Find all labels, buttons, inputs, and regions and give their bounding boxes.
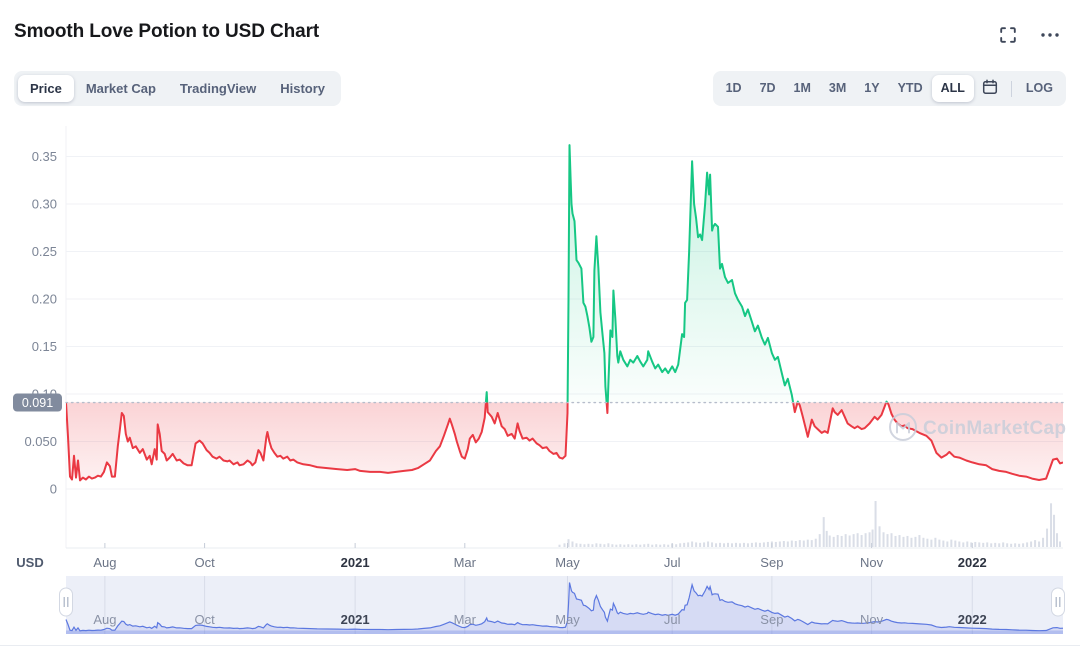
log-scale-button[interactable]: LOG <box>1017 75 1062 102</box>
more-button[interactable] <box>1040 27 1060 43</box>
y-axis-unit-label: USD <box>16 555 43 570</box>
svg-text:0: 0 <box>50 482 57 497</box>
svg-text:CoinMarketCap: CoinMarketCap <box>923 418 1066 439</box>
svg-text:2022: 2022 <box>958 555 987 570</box>
fullscreen-icon <box>1000 27 1016 43</box>
svg-text:Mar: Mar <box>454 555 477 570</box>
tab-price[interactable]: Price <box>18 75 74 102</box>
baseline-badge <box>13 393 62 412</box>
range-all[interactable]: ALL <box>931 75 974 102</box>
watermark: CoinMarketCap <box>889 413 1066 441</box>
header-actions <box>1000 27 1060 43</box>
tab-history[interactable]: History <box>268 75 337 102</box>
toolbar-divider <box>1010 80 1012 97</box>
svg-text:0.15: 0.15 <box>32 339 57 354</box>
svg-text:2021: 2021 <box>341 612 370 627</box>
svg-text:Jul: Jul <box>664 555 681 570</box>
nav-left-handle[interactable] <box>59 587 73 617</box>
range-controls: 1D 7D 1M 3M 1Y YTD ALL LOG <box>712 71 1066 106</box>
more-icon <box>1041 33 1059 37</box>
page-title: Smooth Love Potion to USD Chart <box>14 21 320 42</box>
svg-text:Jul: Jul <box>664 612 681 627</box>
range-1y[interactable]: 1Y <box>855 75 888 102</box>
svg-text:Oct: Oct <box>194 612 215 627</box>
navigator-line <box>65 582 1064 632</box>
range-7d[interactable]: 7D <box>751 75 785 102</box>
svg-text:0.050: 0.050 <box>24 434 57 449</box>
price-area-up <box>485 145 888 403</box>
svg-text:0.35: 0.35 <box>32 149 57 164</box>
navigator-track[interactable] <box>66 576 1063 634</box>
fullscreen-button[interactable] <box>1000 27 1016 43</box>
svg-text:Mar: Mar <box>454 612 477 627</box>
grid-lines <box>65 126 1063 549</box>
view-tabs: Price Market Cap TradingView History <box>14 71 342 106</box>
tab-market-cap[interactable]: Market Cap <box>74 75 168 102</box>
svg-text:2022: 2022 <box>958 612 987 627</box>
price-line-down <box>66 402 1063 482</box>
svg-text:Aug: Aug <box>93 555 116 570</box>
svg-text:0.25: 0.25 <box>32 244 57 259</box>
tab-tradingview[interactable]: TradingView <box>168 75 268 102</box>
x-axis-labels: Aug Oct 2021 Mar May Jul Sep Nov 2022 <box>93 543 987 570</box>
svg-text:0.30: 0.30 <box>32 197 57 212</box>
range-3m[interactable]: 3M <box>820 75 855 102</box>
range-ytd[interactable]: YTD <box>889 75 932 102</box>
calendar-button[interactable] <box>974 75 1006 102</box>
svg-text:Nov: Nov <box>860 555 884 570</box>
navigator-area <box>66 582 1063 634</box>
svg-text:Aug: Aug <box>93 612 116 627</box>
baseline-badge-label: 0.091 <box>22 396 53 410</box>
range-1m[interactable]: 1M <box>785 75 820 102</box>
svg-text:0.20: 0.20 <box>32 292 57 307</box>
volume-bars <box>558 501 1062 547</box>
svg-text:Oct: Oct <box>194 555 215 570</box>
svg-text:May: May <box>555 555 580 570</box>
price-line-up <box>66 144 889 403</box>
plot-area[interactable] <box>66 126 1063 548</box>
range-1d[interactable]: 1D <box>717 75 751 102</box>
svg-text:Nov: Nov <box>860 612 884 627</box>
chart-toolbar: Price Market Cap TradingView History 1D 7D 1M… <box>14 71 1066 106</box>
svg-text:May: May <box>555 612 580 627</box>
nav-right-handle[interactable] <box>1051 587 1065 617</box>
calendar-icon <box>982 79 997 95</box>
svg-text:2021: 2021 <box>341 555 370 570</box>
svg-text:Sep: Sep <box>760 612 783 627</box>
svg-text:Sep: Sep <box>760 555 783 570</box>
navigator: Aug Oct 2021 Mar May Jul Sep Nov 2022 <box>59 576 1065 634</box>
